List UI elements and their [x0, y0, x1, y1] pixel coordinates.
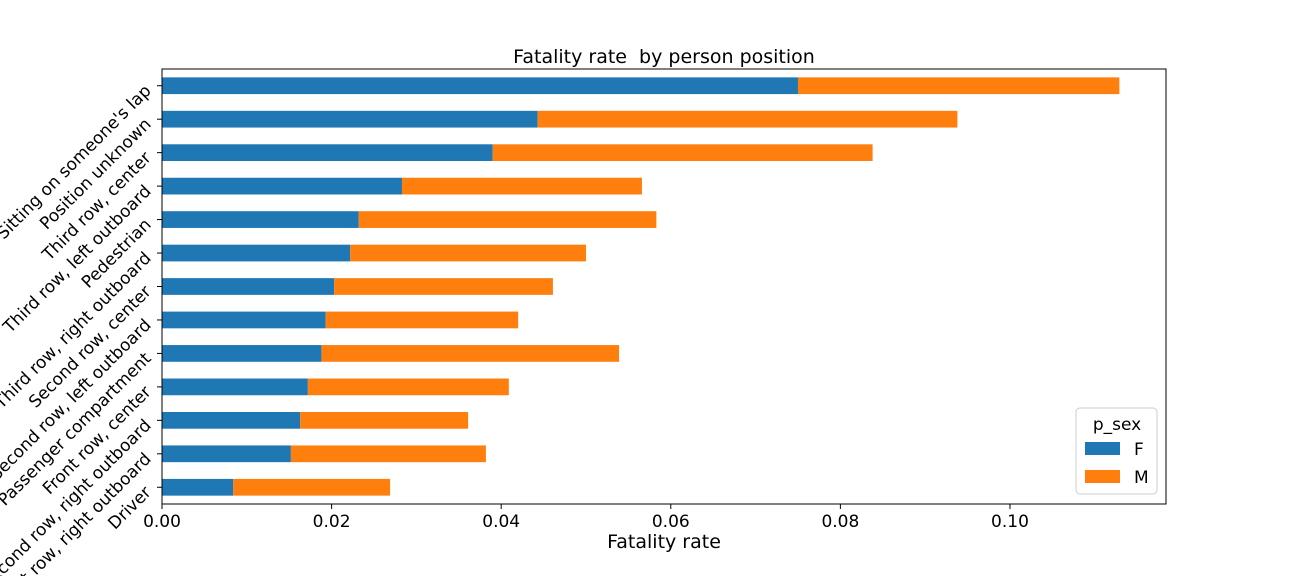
legend-swatch — [1085, 442, 1120, 455]
bar-segment — [233, 478, 391, 496]
bar-segment — [797, 77, 1120, 95]
bar-segment — [162, 311, 326, 329]
bar-segment — [162, 478, 234, 496]
plot-frame — [161, 68, 1167, 505]
legend-label: F — [1134, 440, 1144, 460]
bar-segment — [162, 144, 493, 162]
bar-segment — [321, 345, 620, 362]
x-tick-label: 0.04 — [482, 512, 520, 532]
bar-segment — [162, 110, 538, 128]
legend-swatch — [1085, 470, 1120, 483]
x-tick-label: 0.00 — [143, 512, 181, 532]
legend-title: p_sex — [1093, 415, 1141, 435]
x-tick-label: 0.08 — [821, 512, 859, 532]
bar-segment — [162, 244, 351, 262]
chart-title: Fatality rate by person position — [513, 46, 815, 68]
bar-segment — [162, 278, 335, 295]
x-tick-label: 0.10 — [991, 512, 1029, 532]
bar-segment — [162, 445, 291, 463]
bar-segment — [300, 411, 469, 429]
bar-segment — [358, 211, 657, 228]
bar-segment — [537, 110, 958, 128]
bar-segment — [162, 411, 301, 429]
legend-label: M — [1134, 468, 1149, 488]
bar-segment — [162, 211, 359, 228]
bar-segment — [162, 77, 798, 95]
x-axis-label: Fatality rate — [607, 531, 721, 553]
bar-segment — [307, 378, 509, 396]
bar-segment — [492, 144, 873, 162]
bar-segment — [401, 177, 642, 195]
bar-segment — [290, 445, 486, 463]
bar-segment — [325, 311, 519, 329]
bar-segment — [334, 278, 553, 295]
bar-segment — [162, 378, 308, 396]
x-tick-label: 0.06 — [652, 512, 690, 532]
x-tick-label: 0.02 — [313, 512, 351, 532]
bar-segment — [350, 244, 586, 262]
bar-segment — [162, 177, 402, 195]
bar-segment — [162, 345, 322, 362]
